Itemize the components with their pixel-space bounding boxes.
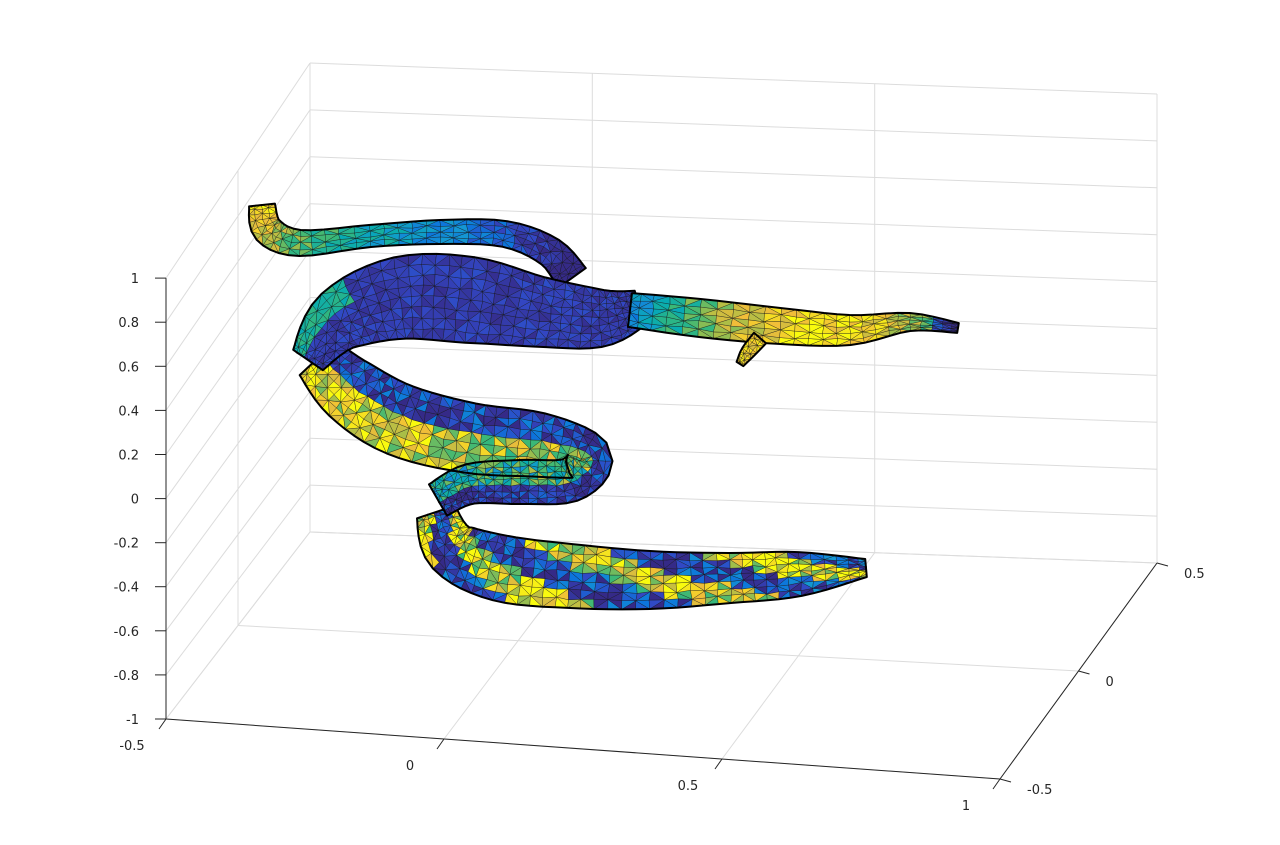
grid-line-left-z-10 [165, 62, 311, 279]
y-tick-mark-1 [1078, 670, 1090, 675]
y-tick-label: 0 [1106, 675, 1114, 690]
grid-line-back-z-7 [309, 203, 1158, 236]
x-tick-mark-0 [158, 718, 167, 730]
x-tick-label: -0.5 [119, 739, 144, 754]
x-axis-line [165, 718, 1001, 780]
z-tick-label: -0.8 [114, 669, 139, 684]
upper-central-body [292, 252, 647, 372]
right-branch [627, 292, 960, 347]
mesh-outline [735, 331, 767, 368]
mesh-surface [247, 202, 960, 611]
x-tick-mark-1 [436, 738, 445, 750]
z-tick-label: -0.6 [114, 625, 139, 640]
middle-coil [298, 339, 614, 517]
y-tick-mark-0 [999, 778, 1012, 783]
grid-line-back-z-9 [309, 109, 1158, 142]
mesh-outline [416, 504, 868, 611]
z-tick-label: 0.6 [118, 360, 139, 375]
x-tick-label: 0 [406, 759, 414, 774]
grid-line-back-z-8 [309, 156, 1158, 189]
x-tick-mark-2 [714, 758, 723, 770]
z-tick-label: 1 [131, 272, 139, 287]
axes-grid [165, 62, 1158, 780]
grid-line-floor-y-1 [237, 625, 1079, 672]
mesh-outline [292, 252, 647, 372]
z-tick-label: -1 [126, 713, 139, 728]
right-branch-spur [735, 331, 767, 368]
z-tick-label: -0.4 [114, 581, 139, 596]
z-tick-label: -0.2 [114, 537, 139, 552]
grid-line-back-z-10 [309, 62, 1158, 95]
z-tick-label: 0.4 [118, 404, 139, 419]
z-tick-label: 0 [131, 493, 139, 508]
lower-tube [416, 504, 868, 611]
mesh-outline [247, 202, 587, 289]
x-tick-label: 0.5 [678, 779, 699, 794]
z-tick-label: 0.2 [118, 449, 139, 464]
x-tick-label: 1 [962, 799, 970, 814]
y-tick-label: -0.5 [1027, 783, 1052, 798]
x-tick-mark-3 [992, 778, 1001, 790]
y-tick-mark-2 [1156, 562, 1169, 567]
tick-labels: -0.5 0 0.5 1 -0.5 0 0.5 -1 -0.8 -0.6 -0.4 -0.2 0 0.2 0… [114, 272, 1205, 814]
axes-lines [155, 277, 1169, 790]
mesh-outline [298, 339, 614, 517]
z-tick-label: 0.8 [118, 316, 139, 331]
y-tick-label: 0.5 [1184, 567, 1205, 582]
grid-line-back-z-3 [309, 390, 1158, 423]
grid-line-back-z-4 [309, 343, 1158, 376]
